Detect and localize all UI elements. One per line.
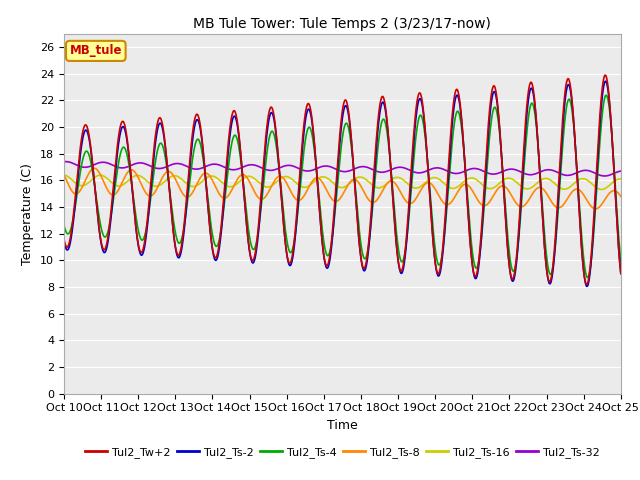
Tul2_Ts-2: [170, 237, 178, 243]
Tul2_Ts-2: [602, 78, 609, 84]
Tul2_Ts-32: [171, 161, 179, 167]
Tul2_Ts-2: [184, 188, 191, 193]
Tul2_Ts-32: [246, 162, 254, 168]
Tul2_Ts-4: [60, 223, 68, 228]
Line: Tul2_Tw+2: Tul2_Tw+2: [64, 75, 621, 285]
Tul2_Tw+2: [583, 282, 591, 288]
Tul2_Ts-4: [617, 258, 625, 264]
Tul2_Ts-8: [90, 166, 98, 171]
Tul2_Ts-16: [617, 176, 625, 182]
Tul2_Ts-4: [602, 92, 610, 98]
Tul2_Ts-4: [246, 237, 254, 243]
Y-axis label: Temperature (C): Temperature (C): [22, 163, 35, 264]
Tul2_Ts-16: [170, 173, 178, 179]
Tul2_Ts-32: [601, 173, 609, 179]
Tul2_Ts-16: [60, 172, 68, 178]
Title: MB Tule Tower: Tule Temps 2 (3/23/17-now): MB Tule Tower: Tule Temps 2 (3/23/17-now…: [193, 17, 492, 31]
Tul2_Ts-2: [617, 270, 625, 276]
Tul2_Ts-8: [551, 203, 559, 209]
Tul2_Ts-16: [246, 174, 254, 180]
Line: Tul2_Ts-16: Tul2_Ts-16: [64, 175, 621, 190]
Tul2_Ts-2: [502, 216, 509, 221]
Tul2_Ts-8: [429, 183, 437, 189]
Tul2_Tw+2: [602, 72, 609, 78]
Tul2_Ts-32: [184, 164, 192, 170]
Line: Tul2_Ts-32: Tul2_Ts-32: [64, 162, 621, 176]
Tul2_Ts-2: [246, 252, 254, 258]
Tul2_Tw+2: [246, 251, 254, 257]
Tul2_Ts-8: [592, 206, 600, 212]
Tul2_Ts-16: [502, 176, 509, 182]
Tul2_Tw+2: [551, 244, 559, 250]
Tul2_Tw+2: [170, 236, 178, 242]
Tul2_Ts-2: [583, 284, 591, 289]
Tul2_Tw+2: [429, 235, 436, 240]
Tul2_Ts-16: [429, 175, 436, 180]
Tul2_Ts-8: [60, 172, 68, 178]
Tul2_Tw+2: [502, 216, 509, 222]
Tul2_Ts-2: [551, 250, 559, 256]
Tul2_Ts-4: [584, 275, 591, 280]
Tul2_Ts-16: [598, 187, 605, 192]
Tul2_Ts-8: [502, 184, 509, 190]
Text: MB_tule: MB_tule: [70, 44, 122, 58]
Line: Tul2_Ts-8: Tul2_Ts-8: [64, 168, 621, 209]
Line: Tul2_Ts-2: Tul2_Ts-2: [64, 81, 621, 287]
Tul2_Ts-16: [551, 180, 559, 186]
X-axis label: Time: Time: [327, 419, 358, 432]
Tul2_Ts-16: [184, 181, 191, 187]
Tul2_Ts-4: [551, 251, 559, 256]
Tul2_Ts-8: [246, 181, 254, 187]
Tul2_Ts-2: [60, 238, 68, 244]
Tul2_Ts-4: [170, 223, 178, 229]
Tul2_Ts-4: [429, 223, 436, 228]
Line: Tul2_Ts-4: Tul2_Ts-4: [64, 95, 621, 277]
Tul2_Ts-4: [502, 206, 509, 212]
Tul2_Tw+2: [60, 237, 68, 242]
Tul2_Ts-8: [171, 175, 179, 180]
Tul2_Ts-32: [429, 166, 437, 171]
Tul2_Ts-32: [502, 167, 509, 173]
Tul2_Ts-32: [60, 159, 68, 165]
Tul2_Ts-4: [184, 195, 191, 201]
Tul2_Ts-32: [62, 159, 70, 165]
Tul2_Ts-32: [551, 168, 559, 174]
Legend: Tul2_Tw+2, Tul2_Ts-2, Tul2_Ts-4, Tul2_Ts-8, Tul2_Ts-16, Tul2_Ts-32: Tul2_Tw+2, Tul2_Ts-2, Tul2_Ts-4, Tul2_Ts…: [81, 443, 604, 462]
Tul2_Ts-8: [184, 194, 192, 200]
Tul2_Tw+2: [184, 180, 191, 186]
Tul2_Ts-8: [617, 193, 625, 199]
Tul2_Ts-32: [617, 168, 625, 174]
Tul2_Tw+2: [617, 271, 625, 276]
Tul2_Ts-2: [429, 234, 436, 240]
